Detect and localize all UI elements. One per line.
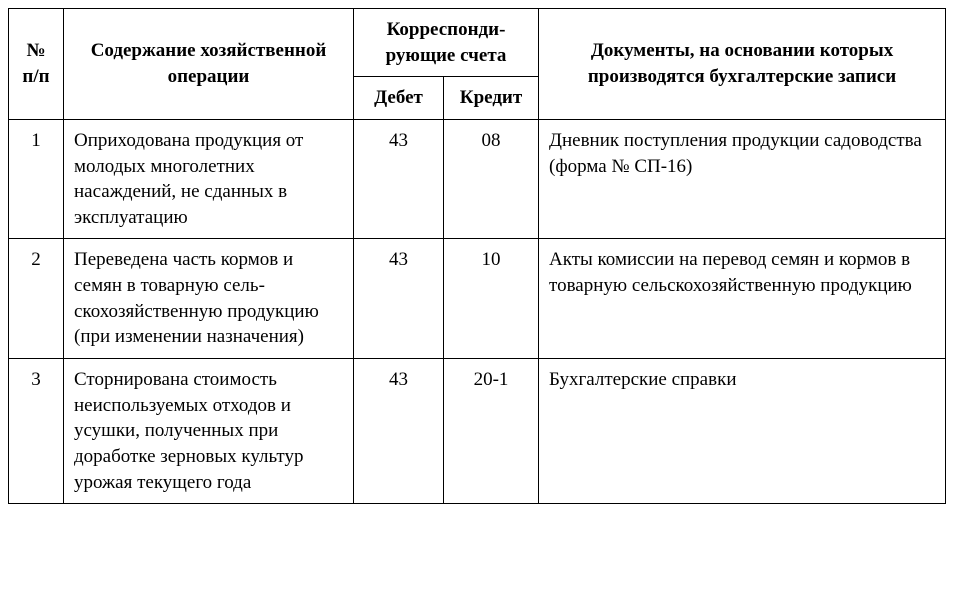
cell-credit: 10 [444, 239, 539, 359]
header-credit: Кредит [444, 77, 539, 120]
cell-num: 3 [9, 359, 64, 504]
cell-num: 1 [9, 119, 64, 239]
accounting-operations-table: № п/п Содержание хозяйственной операции … [8, 8, 946, 504]
header-num: № п/п [9, 9, 64, 120]
table-row: 1 Оприходована продукция от молодых мног… [9, 119, 946, 239]
table-body: 1 Оприходована продукция от молодых мног… [9, 119, 946, 503]
cell-debit: 43 [354, 239, 444, 359]
table-row: 2 Переведена часть кормов и семян в това… [9, 239, 946, 359]
table-header: № п/п Содержание хозяйственной операции … [9, 9, 946, 120]
cell-num: 2 [9, 239, 64, 359]
table-row: 3 Сторнирована стоимость неиспользуемых … [9, 359, 946, 504]
cell-docs: Акты комиссии на пе­ревод семян и кормов… [539, 239, 946, 359]
cell-content: Оприходована продукция от молодых многол… [64, 119, 354, 239]
cell-content: Сторнирована стоимость неиспользуемых от… [64, 359, 354, 504]
cell-debit: 43 [354, 359, 444, 504]
cell-docs: Дневник поступления продукции садоводств… [539, 119, 946, 239]
cell-credit: 20-1 [444, 359, 539, 504]
header-accounts: Корреспонди­рующие счета [354, 9, 539, 77]
header-debit: Дебет [354, 77, 444, 120]
cell-docs: Бухгалтерские справки [539, 359, 946, 504]
header-docs: Документы, на основании которых производ… [539, 9, 946, 120]
cell-content: Переведена часть кормов и семян в товарн… [64, 239, 354, 359]
cell-debit: 43 [354, 119, 444, 239]
header-content: Содержание хозяйственной операции [64, 9, 354, 120]
cell-credit: 08 [444, 119, 539, 239]
